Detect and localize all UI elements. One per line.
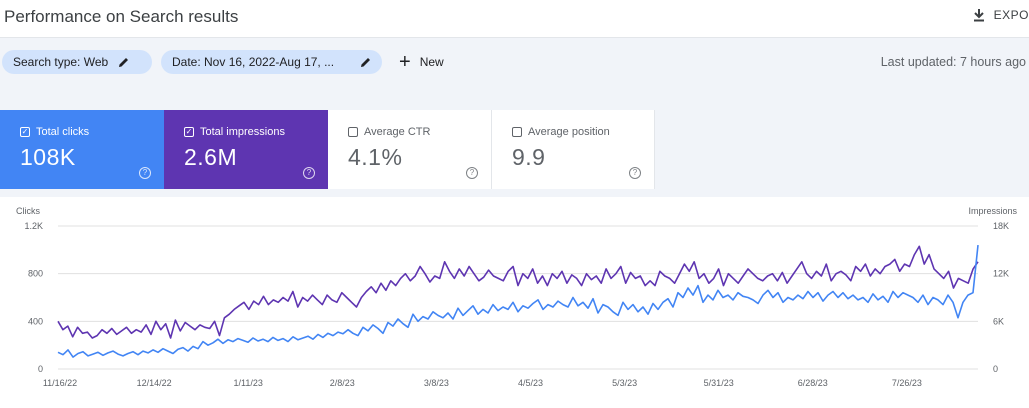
search-type-filter-chip[interactable]: Search type: Web [2,50,152,74]
help-icon[interactable]: ? [303,167,315,179]
last-updated-text: Last updated: 7 hours ago [880,55,1026,69]
metric-label: Total clicks [36,126,90,138]
export-label: EXPO [993,8,1029,22]
checkbox-unchecked-icon[interactable] [348,127,358,137]
right-tick-label: 12K [993,269,1009,279]
left-tick-label: 400 [28,316,43,326]
right-axis-title: Impressions [968,206,1017,216]
performance-chart[interactable]: Clicks Impressions 1.2K 18K 800 12K 400 6K 0 0 1… [0,197,1029,408]
chart-lines [57,245,979,358]
metric-value: 9.9 [512,144,546,170]
date-filter-label: Date: Nov 16, 2022-Aug 17, ... [172,55,335,69]
edit-pencil-icon[interactable] [360,57,371,68]
new-filter-button[interactable]: + New [399,50,444,74]
edit-pencil-icon[interactable] [118,57,129,68]
metric-label: Total impressions [200,126,285,138]
x-tick-label: 5/3/23 [612,378,637,388]
help-icon[interactable]: ? [466,167,478,179]
download-icon [972,8,986,22]
filter-bar: Search type: Web Date: Nov 16, 2022-Aug … [0,50,1029,74]
x-tick-label: 11/16/22 [43,378,77,388]
metric-label: Average CTR [364,126,431,138]
search-type-filter-label: Search type: Web [13,55,109,69]
x-tick-label: 1/11/23 [234,378,263,388]
new-filter-label: New [419,55,444,69]
left-tick-label: 800 [28,269,43,279]
x-tick-label: 5/31/23 [704,378,734,388]
checkbox-checked-icon[interactable]: ✓ [184,127,194,137]
average-ctr-card[interactable]: Average CTR 4.1% ? [328,110,492,189]
export-button[interactable]: EXPO [972,8,1029,22]
page-header: Performance on Search results EXPO [0,0,1029,38]
right-tick-label: 6K [993,316,1004,326]
help-icon[interactable]: ? [629,167,641,179]
average-position-card[interactable]: Average position 9.9 ? [492,110,655,189]
right-tick-label: 18K [993,221,1009,231]
clicks-series-line [57,245,979,358]
metric-label: Average position [528,126,610,138]
x-tick-label: 2/8/23 [330,378,355,388]
checkbox-unchecked-icon[interactable] [512,127,522,137]
x-tick-label: 7/26/23 [892,378,922,388]
metric-value: 108K [20,144,76,170]
total-clicks-card[interactable]: ✓ Total clicks 108K ? [0,110,164,189]
metric-cards: ✓ Total clicks 108K ? ✓ Total impression… [0,110,655,189]
total-impressions-card[interactable]: ✓ Total impressions 2.6M ? [164,110,328,189]
impressions-series-line [57,245,979,339]
x-tick-label: 3/8/23 [424,378,449,388]
date-filter-chip[interactable]: Date: Nov 16, 2022-Aug 17, ... [161,50,382,74]
x-tick-label: 12/14/22 [137,378,172,388]
plus-icon: + [399,51,411,73]
help-icon[interactable]: ? [139,167,151,179]
x-tick-label: 4/5/23 [518,378,543,388]
metric-value: 2.6M [184,144,238,170]
left-axis-title: Clicks [16,206,40,216]
page-title: Performance on Search results [4,7,239,26]
metric-value: 4.1% [348,144,403,170]
left-tick-label: 0 [38,364,43,374]
left-tick-label: 1.2K [24,221,43,231]
x-tick-label: 6/28/23 [798,378,828,388]
checkbox-checked-icon[interactable]: ✓ [20,127,30,137]
chart-grid [58,225,978,370]
right-tick-label: 0 [993,364,998,374]
